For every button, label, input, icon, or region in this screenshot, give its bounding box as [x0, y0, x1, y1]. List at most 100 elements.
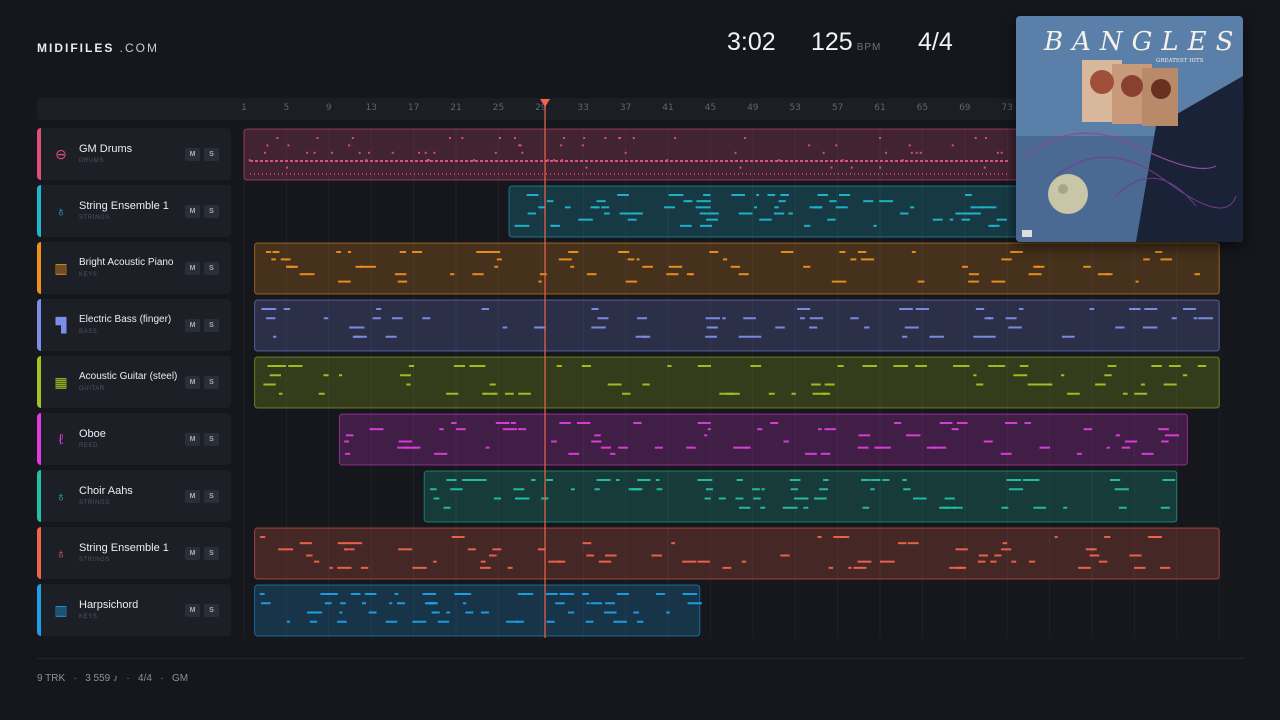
track-color-stripe: [37, 185, 41, 237]
timeline-ruler[interactable]: 1 5 9 13 17 21 25 29 33 37 41 45 49 53 57 61 65 69 73: [37, 98, 1245, 120]
note: [671, 542, 676, 545]
note: [485, 446, 490, 449]
note: [860, 258, 874, 261]
note: [705, 488, 714, 491]
solo-button[interactable]: S: [204, 262, 219, 275]
solo-button[interactable]: S: [204, 376, 219, 389]
note: [655, 479, 660, 481]
note: [276, 137, 279, 139]
note: [897, 542, 907, 545]
note: [339, 611, 343, 614]
track-header[interactable]: ▜ Electric Bass (finger) BASS M S: [37, 299, 231, 351]
note: [830, 166, 833, 169]
note: [833, 536, 843, 538]
note: [360, 566, 369, 569]
clip-body: [254, 584, 701, 637]
note: [1063, 506, 1068, 509]
note: [951, 428, 959, 431]
note: [731, 194, 745, 196]
playhead-marker[interactable]: [540, 99, 551, 107]
note: [759, 218, 772, 221]
track-header[interactable]: ▥ Harpsichord KEYS M S: [37, 584, 231, 636]
note: [518, 428, 527, 431]
mute-button[interactable]: M: [185, 148, 200, 161]
note: [344, 452, 351, 455]
note: [761, 488, 765, 491]
track-header[interactable]: ▦ Acoustic Guitar (steel) GUITAR M S: [37, 356, 231, 408]
note: [263, 151, 266, 154]
note: [465, 611, 470, 614]
note: [266, 144, 269, 147]
mute-button[interactable]: M: [185, 262, 200, 275]
clip[interactable]: [254, 584, 702, 637]
clip[interactable]: [338, 413, 1188, 466]
mute-button[interactable]: M: [185, 433, 200, 446]
note: [803, 265, 811, 268]
track-header[interactable]: ♁ String Ensemble 1 STRINGS M S: [37, 527, 231, 579]
note: [697, 422, 711, 424]
note: [857, 446, 869, 449]
clip[interactable]: [243, 128, 1019, 181]
mute-button[interactable]: M: [185, 604, 200, 617]
clip[interactable]: [254, 242, 1220, 295]
note: [570, 488, 575, 491]
note: [627, 218, 637, 221]
note: [418, 151, 421, 154]
note: [636, 317, 648, 320]
note: [879, 166, 882, 169]
solo-button[interactable]: S: [204, 490, 219, 503]
solo-button[interactable]: S: [204, 205, 219, 218]
note: [450, 273, 455, 276]
mute-button[interactable]: M: [185, 205, 200, 218]
solo-button[interactable]: S: [204, 604, 219, 617]
track-header[interactable]: ⊖ GM Drums DRUMS M S: [37, 128, 231, 180]
note: [519, 144, 522, 147]
note: [429, 488, 437, 491]
solo-button[interactable]: S: [204, 319, 219, 332]
note: [940, 422, 944, 424]
mute-button[interactable]: M: [185, 547, 200, 560]
note: [493, 392, 498, 395]
note: [625, 280, 638, 283]
clip[interactable]: [254, 527, 1220, 580]
note: [902, 335, 908, 338]
mute-button[interactable]: M: [185, 376, 200, 389]
note: [932, 218, 943, 221]
note: [850, 258, 857, 261]
note: [789, 506, 798, 509]
track-header[interactable]: ▥ Bright Acoustic Piano KEYS M S: [37, 242, 231, 294]
note: [531, 479, 536, 481]
clip[interactable]: [423, 470, 1178, 523]
clip[interactable]: [508, 185, 1019, 238]
note: [459, 593, 472, 595]
note: [306, 151, 309, 154]
solo-button[interactable]: S: [204, 433, 219, 446]
note: [1104, 374, 1112, 377]
note: [850, 317, 859, 320]
note: [1008, 326, 1022, 329]
note: [1000, 151, 1003, 154]
note: [791, 392, 796, 395]
note: [961, 218, 970, 221]
note: [983, 440, 993, 443]
track-name: Oboe: [79, 428, 106, 440]
solo-button[interactable]: S: [204, 547, 219, 560]
mute-button[interactable]: M: [185, 490, 200, 503]
track-header[interactable]: ♁ Choir Aahs STRINGS M S: [37, 470, 231, 522]
solo-button[interactable]: S: [204, 148, 219, 161]
clip[interactable]: [254, 356, 1220, 409]
note: [429, 602, 436, 605]
track-header[interactable]: ♁ String Ensemble 1 STRINGS M S: [37, 185, 231, 237]
note: [483, 392, 495, 395]
note: [654, 446, 663, 449]
bass-icon: ▜: [55, 317, 67, 333]
note: [563, 137, 566, 139]
mute-button[interactable]: M: [185, 319, 200, 332]
clip[interactable]: [254, 299, 1220, 352]
note: [1107, 365, 1117, 367]
note: [1161, 440, 1169, 443]
track-header[interactable]: ℓ Oboe REED M S: [37, 413, 231, 465]
note: [951, 144, 954, 147]
note: [412, 620, 427, 623]
